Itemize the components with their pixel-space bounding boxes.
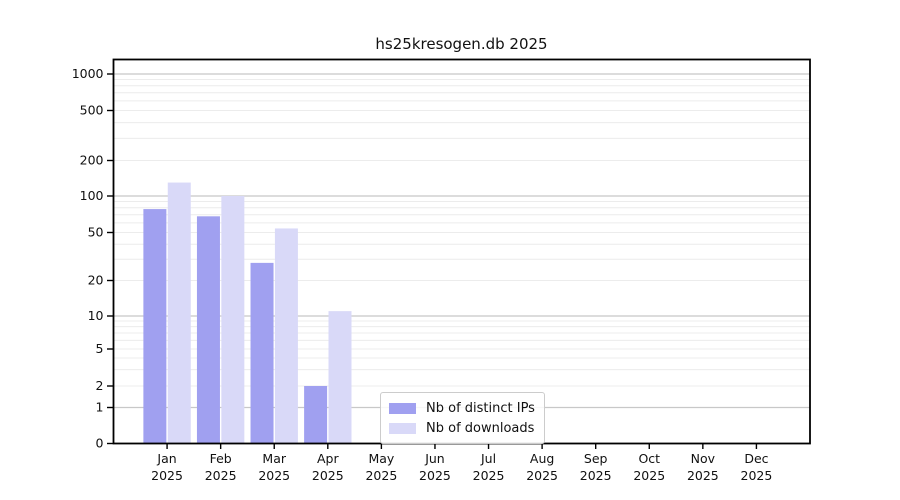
- x-tick-label-year: 2025: [151, 468, 183, 483]
- x-tick-label-month: Jul: [480, 451, 496, 466]
- x-tick-label-month: Apr: [317, 451, 339, 466]
- y-tick-label: 20: [88, 273, 104, 288]
- y-tick-label: 200: [80, 153, 104, 168]
- x-tick-label-year: 2025: [741, 468, 773, 483]
- x-tick-label-year: 2025: [419, 468, 451, 483]
- bar-downloads-apr: [328, 311, 352, 444]
- y-tick-label: 0: [96, 436, 104, 451]
- x-tick-label-month: Dec: [744, 451, 768, 466]
- bar-distinct-ips-mar: [250, 262, 274, 444]
- y-tick-label: 500: [80, 103, 104, 118]
- y-tick-label: 10: [88, 308, 104, 323]
- x-tick-label-year: 2025: [473, 468, 505, 483]
- x-tick-label-year: 2025: [205, 468, 237, 483]
- x-tick-label-month: Nov: [691, 451, 716, 466]
- bar-distinct-ips-apr: [304, 386, 328, 444]
- x-tick-label-month: Feb: [210, 451, 232, 466]
- legend-item-distinct-ips: Nb of distinct IPs: [389, 398, 535, 418]
- legend-label-downloads: Nb of downloads: [426, 420, 535, 436]
- bar-distinct-ips-jan: [143, 209, 167, 444]
- bar-downloads-feb: [221, 196, 245, 444]
- y-tick-label: 50: [88, 225, 104, 240]
- chart-title: hs25kresogen.db 2025: [375, 35, 548, 53]
- x-tick-label-year: 2025: [633, 468, 665, 483]
- x-tick-label-year: 2025: [687, 468, 719, 483]
- x-tick-label-month: Oct: [638, 451, 660, 466]
- bar-downloads-jan: [167, 182, 191, 444]
- x-tick-label-month: May: [368, 451, 394, 466]
- bar-downloads-mar: [274, 228, 298, 444]
- y-tick-label: 2: [96, 378, 104, 393]
- bar-distinct-ips-feb: [196, 216, 220, 444]
- x-tick-label-month: Mar: [262, 451, 286, 466]
- legend-label-distinct-ips: Nb of distinct IPs: [426, 400, 535, 416]
- x-tick-label-year: 2025: [580, 468, 612, 483]
- x-tick-label-month: Jan: [156, 451, 176, 466]
- y-tick-label: 5: [96, 341, 104, 356]
- x-tick-label-year: 2025: [365, 468, 397, 483]
- y-tick-label: 100: [80, 188, 104, 203]
- x-tick-label-month: Sep: [584, 451, 608, 466]
- x-tick-label-year: 2025: [312, 468, 344, 483]
- legend-item-downloads: Nb of downloads: [389, 418, 535, 438]
- x-tick-label-month: Jun: [424, 451, 445, 466]
- x-tick-label-month: Aug: [530, 451, 554, 466]
- x-tick-label-year: 2025: [526, 468, 558, 483]
- y-tick-label: 1: [96, 400, 104, 415]
- y-tick-label: 1000: [72, 66, 104, 81]
- legend-swatch-distinct-ips-icon: [389, 402, 416, 414]
- x-tick-label-year: 2025: [258, 468, 290, 483]
- legend-swatch-downloads-icon: [389, 422, 416, 434]
- legend: Nb of distinct IPs Nb of downloads: [380, 392, 545, 444]
